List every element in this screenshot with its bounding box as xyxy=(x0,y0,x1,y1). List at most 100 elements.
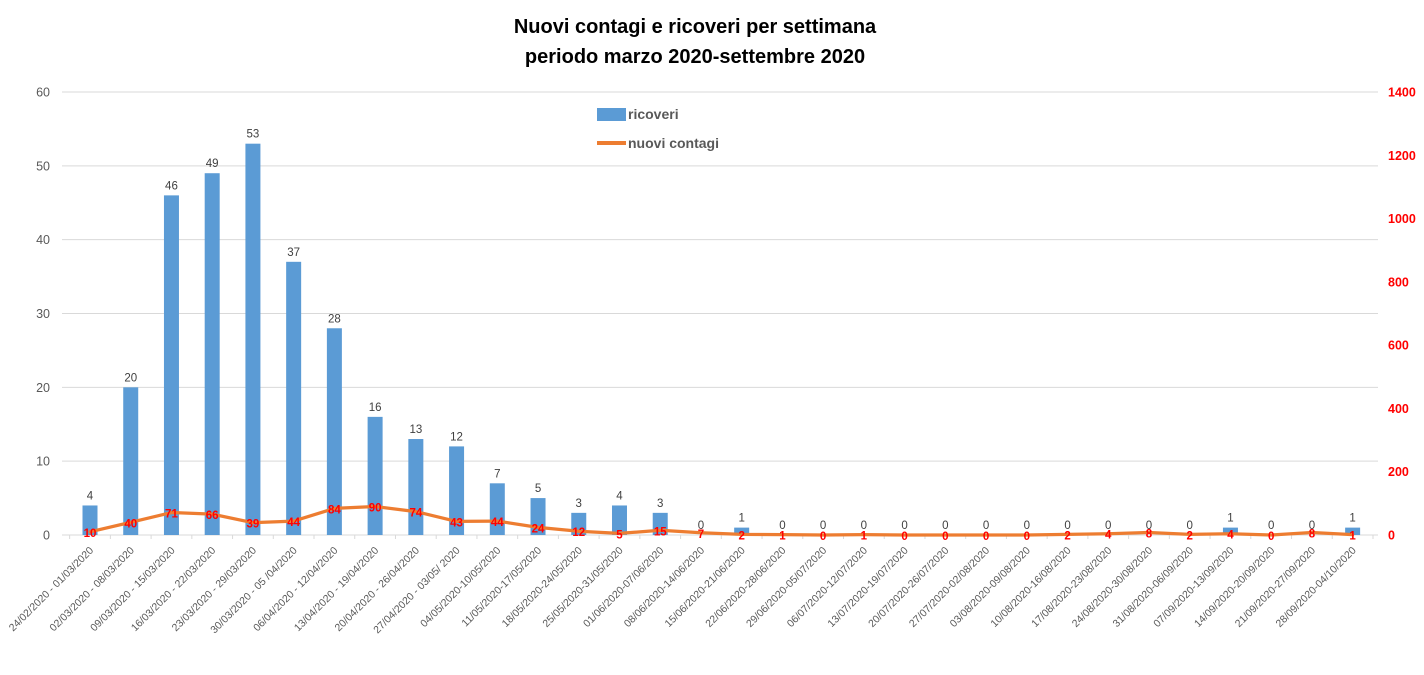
line-value-label: 71 xyxy=(165,509,178,521)
bar-value-label: 46 xyxy=(165,180,178,192)
x-axis-tick-label: 17/08/2020-23/08/2020 xyxy=(1029,545,1114,630)
x-axis-tick-label: 28/09/2020-04/10/2020 xyxy=(1273,545,1358,630)
bar-value-label: 0 xyxy=(861,520,867,532)
bar-value-label: 0 xyxy=(1309,520,1315,532)
line-value-label: 4 xyxy=(1105,530,1112,542)
bar-value-label: 3 xyxy=(576,498,582,510)
line-value-label: 0 xyxy=(901,531,907,543)
x-axis-tick-label: 27/07/2020-02/08/2020 xyxy=(907,545,992,630)
bar xyxy=(82,505,98,535)
left-axis-tick-label: 20 xyxy=(36,381,50,395)
bar-value-label: 37 xyxy=(287,247,300,259)
line-value-label: 40 xyxy=(124,518,137,530)
x-axis-tick-label: 13/07/2020-19/07/2020 xyxy=(825,545,910,630)
line-value-label: 10 xyxy=(84,528,97,540)
chart-title: Nuovi contagi e ricoveri per settimana p… xyxy=(0,12,1390,72)
bar xyxy=(1345,527,1361,535)
x-axis-tick-label: 20/07/2020-26/07/2020 xyxy=(866,545,951,630)
bar-value-label: 49 xyxy=(206,158,219,170)
x-axis-tick-label: 10/08/2020-16/08/2020 xyxy=(988,545,1073,630)
x-axis-tick-label: 06/07/2020-12/07/2020 xyxy=(785,545,870,630)
legend-item-ricoveri[interactable]: ricoveri xyxy=(597,106,719,122)
bar-value-label: 7 xyxy=(494,468,500,480)
line-value-label: 2 xyxy=(1187,530,1193,542)
left-axis-tick-label: 60 xyxy=(36,86,50,100)
line-value-label: 4 xyxy=(1227,530,1234,542)
bar-value-label: 0 xyxy=(942,520,948,532)
right-axis-tick-label: 1400 xyxy=(1388,86,1416,100)
line-value-label: 43 xyxy=(450,517,463,529)
x-axis-tick-label: 15/06/2020-21/06/2020 xyxy=(663,545,748,630)
line-value-label: 0 xyxy=(820,531,826,543)
bar xyxy=(367,416,383,535)
line-value-label: 1 xyxy=(779,531,786,543)
line-value-label: 74 xyxy=(409,508,422,520)
line-value-label: 8 xyxy=(1146,528,1153,540)
bar-value-label: 0 xyxy=(698,520,704,532)
x-axis-tick-label: 04/05/2020-10/05/2020 xyxy=(418,545,503,630)
x-axis-tick-label: 29/06/2020-05/07/2020 xyxy=(744,545,829,630)
bar-value-label: 20 xyxy=(124,372,137,384)
bar-value-label: 12 xyxy=(450,431,463,443)
chart-title-line2: periodo marzo 2020-settembre 2020 xyxy=(524,46,866,68)
bar-value-label: 1 xyxy=(738,513,744,525)
line-series xyxy=(88,504,1355,537)
x-axis-tick-label: 14/09/2020-20/09/2020 xyxy=(1192,545,1277,630)
line-value-label: 7 xyxy=(698,529,704,541)
bar-value-label: 0 xyxy=(1146,520,1152,532)
line-value-label: 8 xyxy=(1309,528,1316,540)
bar xyxy=(326,328,342,535)
line-value-label: 0 xyxy=(1268,531,1274,543)
bar xyxy=(734,527,750,535)
line-value-label: 66 xyxy=(206,510,219,522)
left-axis-tick-label: 50 xyxy=(36,159,50,173)
bar-value-label: 53 xyxy=(247,129,260,141)
right-axis-tick-label: 600 xyxy=(1388,339,1409,353)
x-axis-tick-label: 21/09/2020-27/09/2020 xyxy=(1233,545,1318,630)
line-value-label: 15 xyxy=(654,526,667,538)
line-value-label: 12 xyxy=(572,527,585,539)
line-value-label: 5 xyxy=(616,529,623,541)
right-axis-tick-label: 1000 xyxy=(1388,212,1416,226)
left-axis-tick-label: 10 xyxy=(36,455,50,469)
line-value-label: 1 xyxy=(1349,531,1356,543)
bar-value-label: 13 xyxy=(409,424,422,436)
x-axis-tick-label: 08/06/2020-14/06/2020 xyxy=(622,545,707,630)
x-axis-tick-label: 24/08/2020-30/08/2020 xyxy=(1070,545,1155,630)
line-value-label: 44 xyxy=(287,517,300,529)
legend-label-nuovi-contagi: nuovi contagi xyxy=(628,135,719,151)
line-value-label: 44 xyxy=(491,517,504,529)
left-axis-tick-label: 0 xyxy=(43,529,50,543)
line-swatch-icon xyxy=(597,141,626,145)
x-axis-tick-label: 07/09/2020-13/09/2020 xyxy=(1151,545,1236,630)
bar xyxy=(611,505,627,535)
bar-swatch-icon xyxy=(597,107,626,121)
right-axis-tick-label: 800 xyxy=(1388,275,1409,289)
bar-value-label: 4 xyxy=(616,490,623,502)
legend-item-nuovi-contagi[interactable]: nuovi contagi xyxy=(597,135,719,151)
bar xyxy=(163,195,179,535)
bar xyxy=(1222,527,1238,535)
legend: ricoveri nuovi contagi xyxy=(597,106,719,164)
bar-value-label: 0 xyxy=(1268,520,1274,532)
left-axis-tick-label: 40 xyxy=(36,233,50,247)
bar-value-label: 0 xyxy=(1187,520,1193,532)
bar-value-label: 0 xyxy=(901,520,907,532)
line-value-label: 84 xyxy=(328,504,341,516)
line-value-label: 90 xyxy=(369,503,382,515)
line-value-label: 0 xyxy=(1024,531,1030,543)
bar xyxy=(286,261,302,535)
x-axis-tick-label: 22/06/2020-28/06/2020 xyxy=(703,545,788,630)
right-axis-tick-label: 1200 xyxy=(1388,149,1416,163)
right-axis-tick-label: 400 xyxy=(1388,402,1409,416)
x-axis-tick-label: 18/05/2020-24/05/2020 xyxy=(500,545,585,630)
bar-value-label: 0 xyxy=(1064,520,1070,532)
bar xyxy=(449,446,465,535)
chart-title-line1: Nuovi contagi e ricoveri per settimana xyxy=(513,16,877,38)
x-axis-tick-label: 03/08/2020-09/08/2020 xyxy=(948,545,1033,630)
bar xyxy=(204,173,220,535)
right-axis-tick-label: 0 xyxy=(1388,529,1395,543)
legend-label-ricoveri: ricoveri xyxy=(628,106,679,122)
